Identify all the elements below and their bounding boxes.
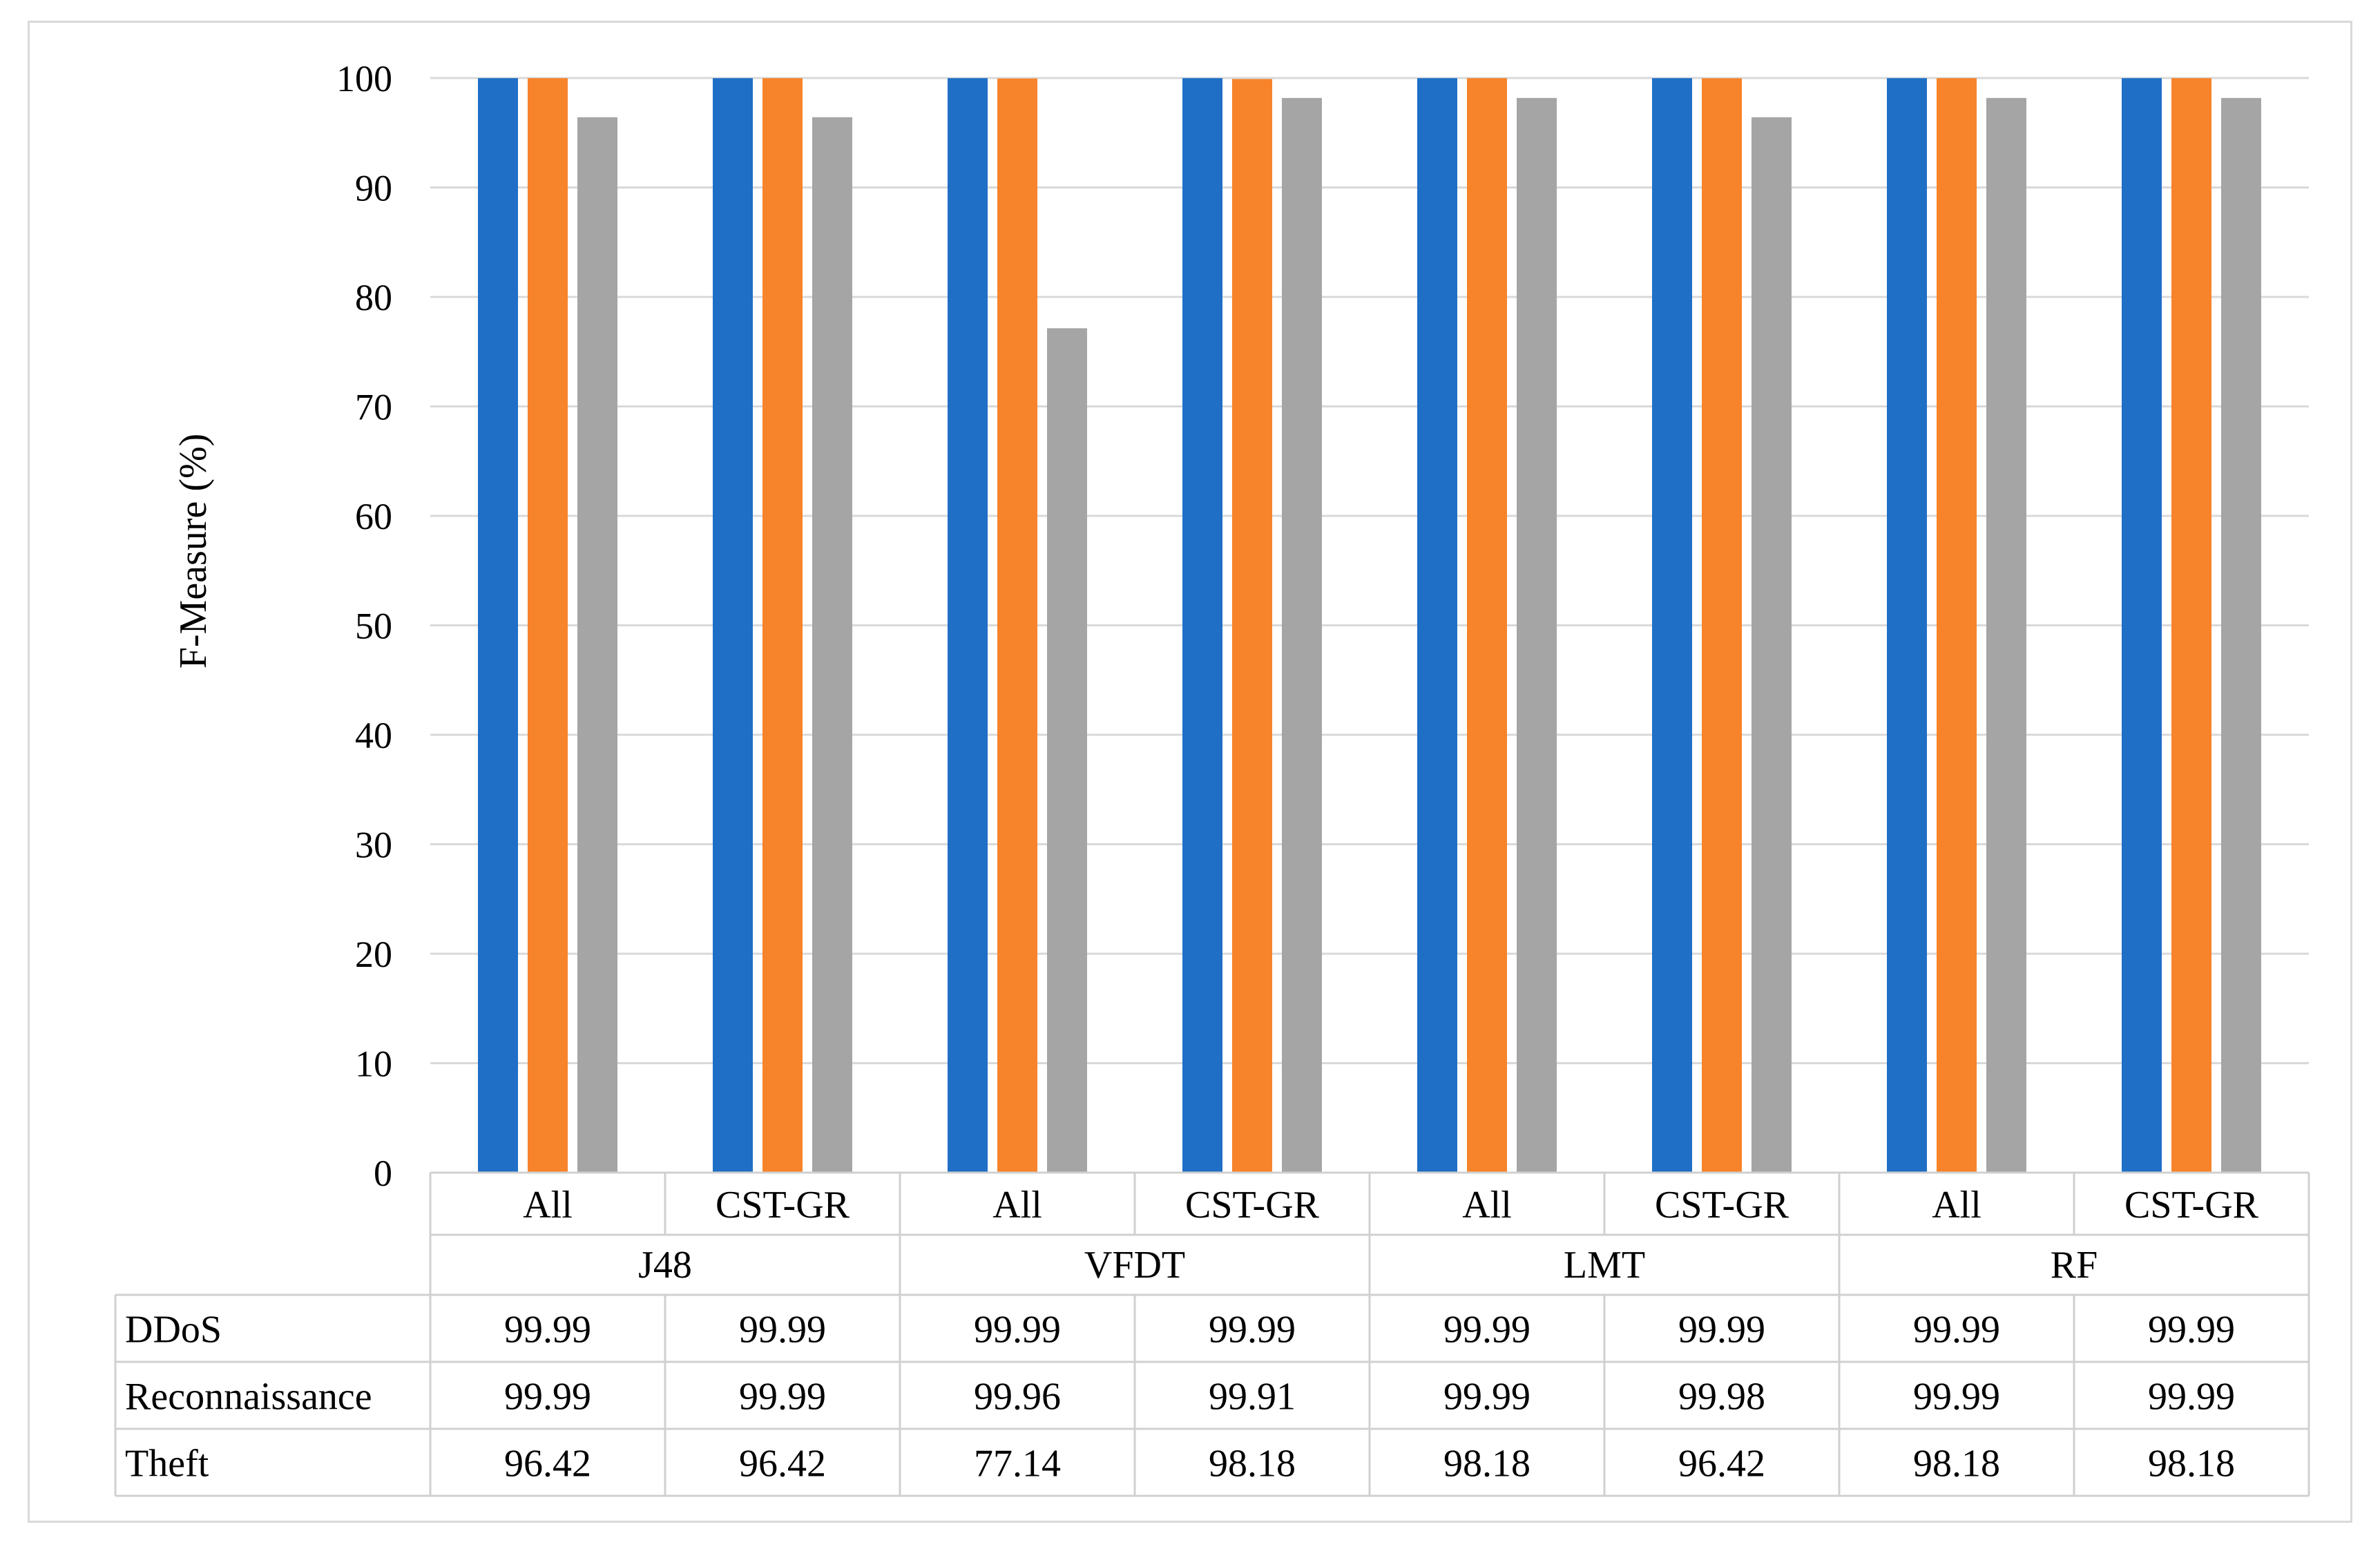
data-value-label: 99.99 (974, 1309, 1061, 1351)
bar-reconnaissance (1937, 78, 1977, 1173)
y-tick-label: 0 (374, 1153, 392, 1194)
bar-ddos (2122, 78, 2162, 1173)
data-value-label: 98.18 (1209, 1443, 1296, 1485)
data-value-label: 99.99 (1209, 1309, 1296, 1351)
data-value-label: 99.99 (2148, 1376, 2235, 1418)
bar-reconnaissance (2171, 78, 2211, 1173)
bar-theft (812, 117, 852, 1173)
bar-reconnaissance (762, 78, 803, 1173)
x-subcategory-label: CST-GR (1655, 1184, 1789, 1226)
data-value-label: 99.99 (739, 1376, 826, 1418)
x-subcategory-label: All (992, 1184, 1042, 1226)
bar-theft (1282, 97, 1322, 1173)
data-value-label: 99.91 (1209, 1376, 1296, 1418)
y-tick-label: 80 (355, 277, 392, 318)
data-value-label: 77.14 (974, 1443, 1061, 1485)
data-value-label: 99.96 (974, 1376, 1061, 1418)
bar-theft (1517, 97, 1557, 1173)
y-axis-ticks: 0 10 20 30 40 50 60 70 80 90 100 (336, 58, 392, 1194)
bar-reconnaissance (1702, 78, 1742, 1173)
x-group-label: J48 (638, 1244, 692, 1287)
x-subcategory-label: All (1932, 1184, 1981, 1226)
bar-ddos (1887, 78, 1927, 1173)
y-tick-label: 20 (355, 934, 392, 975)
data-value-label: 99.99 (504, 1376, 591, 1418)
data-value-label: 99.98 (1678, 1376, 1765, 1418)
y-tick-label: 30 (355, 825, 392, 866)
data-value-label: 99.99 (504, 1309, 591, 1351)
data-value-label: 96.42 (504, 1443, 591, 1485)
data-value-label: 98.18 (2148, 1443, 2235, 1485)
data-value-label: 99.99 (739, 1309, 826, 1351)
x-subcategory-label: CST-GR (716, 1184, 850, 1226)
bar-reconnaissance (1232, 79, 1272, 1173)
x-subcategory-label: All (523, 1184, 573, 1226)
x-group-label: VFDT (1084, 1244, 1185, 1287)
bar-theft (577, 117, 617, 1173)
x-subcategory-label: CST-GR (2124, 1184, 2259, 1226)
bar-ddos (1182, 78, 1222, 1173)
bar-ddos (478, 78, 518, 1173)
chart-frame: 0 10 20 30 40 50 60 70 80 90 100 All CST-GR J48 All CS… (28, 21, 2352, 1523)
data-value-label: 99.99 (1913, 1309, 2000, 1351)
data-value-label: 98.18 (1443, 1443, 1530, 1485)
bar-reconnaissance (1467, 78, 1507, 1173)
bars (478, 78, 2261, 1173)
series-name-label: Theft (125, 1443, 209, 1485)
bar-theft (2221, 97, 2261, 1173)
bar-theft (1986, 97, 2026, 1173)
data-value-label: 96.42 (1678, 1443, 1765, 1485)
bar-ddos (1652, 78, 1692, 1173)
bar-ddos (948, 78, 988, 1173)
x-group-label: LMT (1564, 1244, 1645, 1287)
x-subcategory-label: CST-GR (1185, 1184, 1320, 1226)
y-tick-label: 10 (355, 1043, 392, 1085)
bar-chart: 0 10 20 30 40 50 60 70 80 90 100 All CST-GR J48 All CS… (114, 58, 2310, 1497)
bar-reconnaissance (528, 78, 568, 1173)
x-subcategory-label: All (1462, 1184, 1512, 1226)
data-value-label: 99.99 (1678, 1309, 1765, 1351)
bar-ddos (1417, 78, 1457, 1173)
data-value-label: 98.18 (1913, 1443, 2000, 1485)
series-name-label: Reconnaissance (125, 1376, 372, 1418)
y-tick-label: 70 (355, 387, 392, 428)
bar-reconnaissance (997, 78, 1037, 1173)
gridlines (430, 77, 2309, 1174)
data-value-label: 99.99 (1443, 1309, 1530, 1351)
bar-theft (1752, 117, 1792, 1173)
data-value-label: 96.42 (739, 1443, 826, 1485)
data-value-label: 99.99 (1913, 1376, 2000, 1418)
y-tick-label: 40 (355, 715, 392, 756)
y-tick-label: 100 (336, 58, 392, 99)
bar-ddos (713, 78, 753, 1173)
series-name-label: DDoS (125, 1309, 222, 1351)
data-value-label: 99.99 (1443, 1376, 1530, 1418)
y-tick-label: 50 (355, 606, 392, 647)
data-value-label: 99.99 (2148, 1309, 2235, 1351)
y-axis-title: F-Measure (%) (172, 434, 215, 669)
y-tick-label: 60 (355, 496, 392, 537)
bar-theft (1047, 328, 1087, 1173)
x-group-label: RF (2051, 1244, 2098, 1287)
y-tick-label: 90 (355, 168, 392, 209)
